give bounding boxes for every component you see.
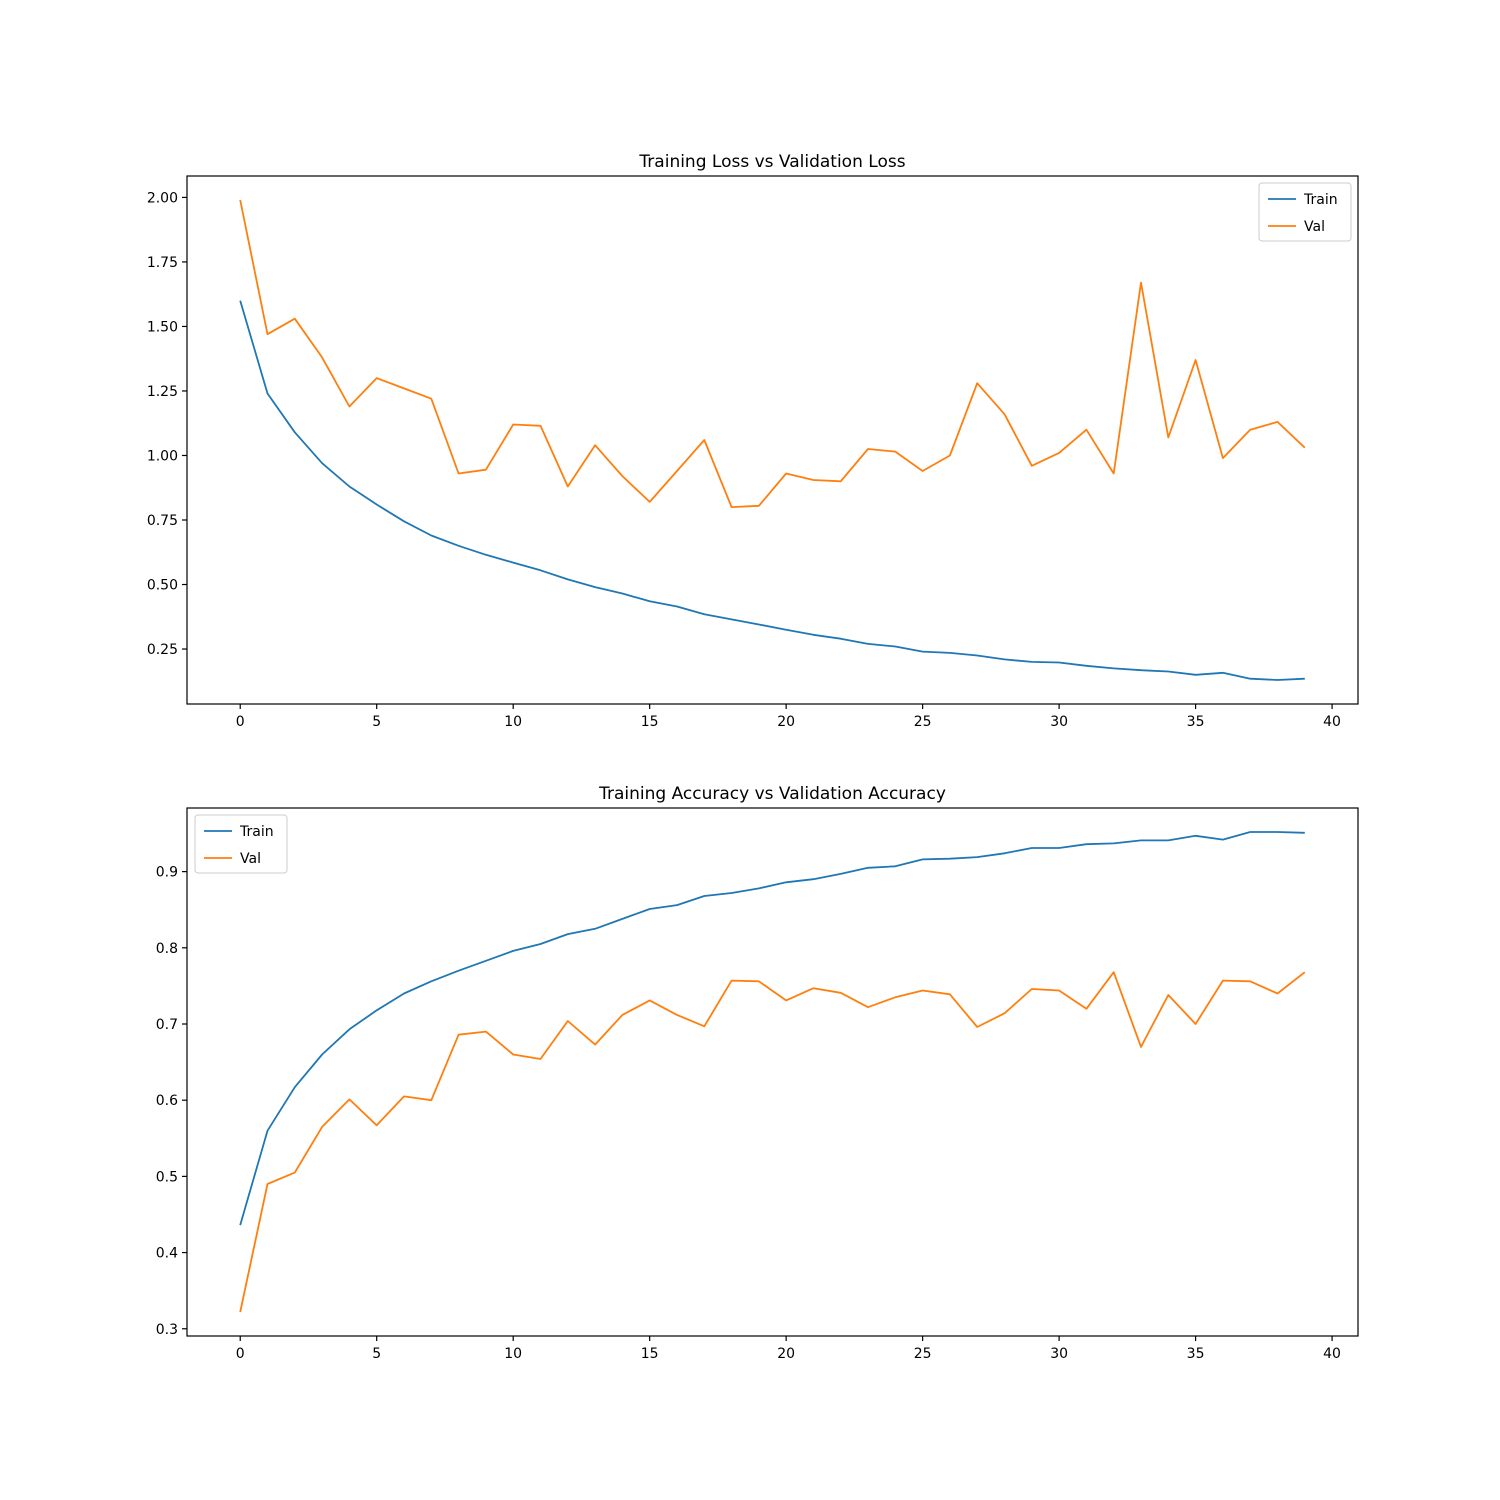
y-tick-label: 0.8 [156, 941, 178, 957]
loss-chart: Training Loss vs Validation Loss 0 5 10 15 2… [147, 152, 1359, 730]
x-tick-label: 20 [777, 714, 795, 730]
y-tick-label: 1.50 [147, 319, 178, 335]
x-tick-label: 30 [1050, 714, 1068, 730]
x-tick-label: 5 [372, 714, 381, 730]
y-tick-label: 0.7 [156, 1017, 178, 1033]
accuracy-chart-title: Training Accuracy vs Validation Accuracy [598, 784, 946, 804]
legend: Train Val [1258, 182, 1352, 242]
legend-val-label: Val [1304, 219, 1325, 235]
y-tick-label: 1.75 [147, 255, 178, 271]
x-tick-label: 5 [372, 1346, 381, 1362]
x-tick-label: 25 [914, 1346, 932, 1362]
x-tick-label: 15 [641, 1346, 659, 1362]
y-tick-label: 1.25 [147, 384, 178, 400]
train-line [239, 831, 1305, 1226]
loss-chart-title: Training Loss vs Validation Loss [638, 152, 905, 172]
y-tick-label: 2.00 [147, 190, 178, 206]
axes-frame [186, 175, 1359, 705]
y-tick-label: 1.00 [147, 448, 178, 464]
y-tick-label: 0.4 [156, 1246, 178, 1262]
y-tick-label: 0.5 [156, 1169, 178, 1185]
x-tick-label: 10 [504, 1346, 522, 1362]
x-axis-ticks: 0 5 10 15 20 25 30 35 40 [236, 1336, 1341, 1362]
y-axis-ticks: 0.3 0.4 0.5 0.6 0.7 0.8 0.9 [156, 865, 187, 1338]
x-tick-label: 15 [641, 714, 659, 730]
y-tick-label: 0.6 [156, 1093, 178, 1109]
x-tick-label: 10 [504, 714, 522, 730]
x-tick-label: 35 [1187, 1346, 1205, 1362]
y-tick-label: 0.75 [147, 513, 178, 529]
x-axis-ticks: 0 5 10 15 20 25 30 35 40 [236, 704, 1341, 730]
loss-plot-area: 0 5 10 15 20 25 30 35 40 0.25 0.50 0.75 1.00 1.25 1.50… [147, 175, 1359, 730]
y-axis-ticks: 0.25 0.50 0.75 1.00 1.25 1.50 1.75 2.00 [147, 190, 187, 658]
x-tick-label: 40 [1323, 714, 1341, 730]
val-line [239, 199, 1306, 509]
y-tick-label: 0.9 [156, 865, 178, 881]
x-tick-label: 30 [1050, 1346, 1068, 1362]
x-tick-label: 0 [236, 714, 245, 730]
accuracy-chart: Training Accuracy vs Validation Accuracy… [156, 784, 1359, 1362]
axes-frame [186, 807, 1359, 1337]
y-tick-label: 0.50 [147, 578, 178, 594]
x-tick-label: 25 [914, 714, 932, 730]
train-line [239, 300, 1305, 681]
legend-train-label: Train [1303, 192, 1338, 208]
x-tick-label: 40 [1323, 1346, 1341, 1362]
x-tick-label: 0 [236, 1346, 245, 1362]
legend: Train Val [194, 814, 288, 874]
y-tick-label: 0.3 [156, 1322, 178, 1338]
accuracy-plot-area: 0 5 10 15 20 25 30 35 40 0.3 0.4 0.5 0.6 0.7 0.8 0.9 Tra… [156, 807, 1359, 1362]
val-line [239, 971, 1306, 1313]
y-tick-label: 0.25 [147, 642, 178, 658]
legend-val-label: Val [240, 851, 261, 867]
legend-train-label: Train [239, 824, 274, 840]
x-tick-label: 35 [1187, 714, 1205, 730]
x-tick-label: 20 [777, 1346, 795, 1362]
